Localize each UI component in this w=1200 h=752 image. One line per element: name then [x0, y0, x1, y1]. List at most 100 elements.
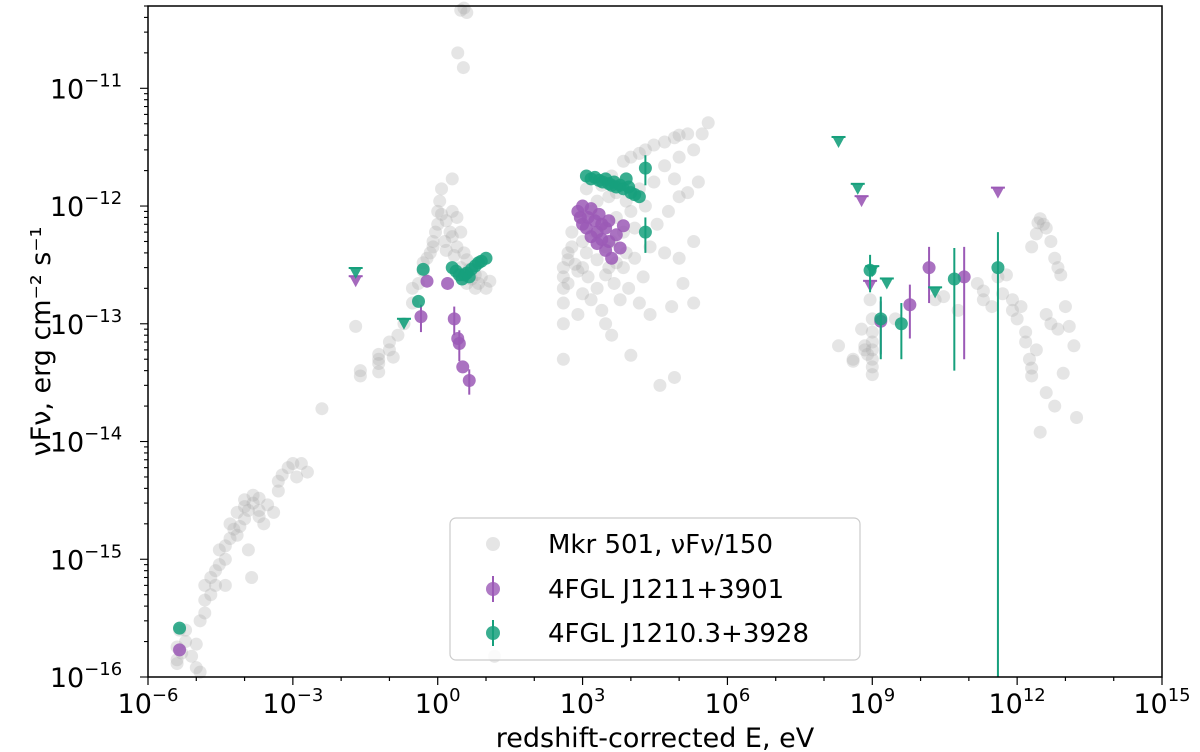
mkr501-point [451, 46, 465, 60]
mkr501-point [212, 558, 226, 572]
j1211-point [452, 336, 466, 350]
mkr501-point [846, 352, 860, 366]
j1210-upper-limit [866, 266, 879, 278]
legend-label-j1211: 4FGL J1211+3901 [548, 575, 784, 605]
mkr501-point [996, 287, 1010, 301]
mkr501-point [599, 268, 613, 282]
mkr501-point [1019, 335, 1033, 349]
mkr501-point [556, 296, 570, 310]
j1211-point [613, 241, 627, 255]
mkr501-point [445, 204, 459, 218]
mkr501-point [865, 352, 879, 366]
mkr501-point [198, 593, 212, 607]
mkr501-point [1033, 425, 1047, 439]
mkr501-point [590, 281, 604, 295]
j1211-point [957, 270, 971, 284]
mkr501-point [170, 657, 184, 671]
j1210-point [632, 190, 646, 204]
mkr501-point [636, 270, 650, 284]
mkr501-point [443, 225, 457, 239]
mkr501-point [1025, 369, 1039, 383]
mkr501-point [556, 281, 570, 295]
mkr501-point [1058, 300, 1072, 314]
mkr501-point [209, 578, 223, 592]
legend-box [449, 517, 861, 661]
legend-item-j1211: 4FGL J1211+3901 [486, 575, 784, 605]
y-tick-label: 10−13 [50, 306, 122, 341]
mkr501-point [479, 281, 493, 295]
mkr501-point [855, 322, 869, 336]
j1210-point [638, 225, 652, 239]
mkr501-point [252, 491, 266, 505]
mkr501-point [865, 343, 879, 357]
j1211-upper-limit [855, 196, 868, 208]
mkr501-point [643, 240, 657, 254]
mkr501-point [1025, 240, 1039, 254]
mkr501-point [658, 135, 672, 149]
mkr501-point [667, 172, 681, 186]
mkr501-point [438, 234, 452, 248]
mkr501-point [241, 503, 255, 517]
legend-marker-j1210 [486, 626, 500, 640]
mkr501-point [584, 293, 598, 307]
mkr501-point [661, 204, 675, 218]
x-tick-label: 10−3 [262, 685, 323, 720]
j1210-point [479, 251, 493, 265]
mkr501-point [315, 402, 329, 416]
mkr501-point [681, 186, 695, 200]
legend-item-mkr501: Mkr 501, νFν/150 [486, 530, 773, 560]
j1211-point [414, 310, 428, 324]
mkr501-point [1051, 261, 1065, 275]
j1210-point [416, 262, 430, 276]
mkr501-point [1005, 293, 1019, 307]
x-tick-label: 1015 [1133, 685, 1190, 720]
mkr501-point [405, 281, 419, 295]
j1211-point [420, 274, 434, 288]
mkr501-point [271, 474, 285, 488]
mkr501-point [624, 150, 638, 164]
mkr501-point [846, 354, 860, 368]
mkr501-point [454, 3, 468, 17]
j1211-point [605, 251, 619, 265]
mkr501-point [1036, 217, 1050, 231]
mkr501-point [1022, 352, 1036, 366]
mkr501-point [281, 461, 295, 475]
mkr501-point [1005, 303, 1019, 317]
j1210-upper-limit [349, 267, 362, 279]
mkr501-point [468, 281, 482, 295]
j1210-point [638, 161, 652, 175]
mkr501-point [638, 143, 652, 157]
mkr501-point [294, 457, 308, 471]
mkr501-point [687, 234, 701, 248]
mkr501-point [581, 270, 595, 284]
j1211-point [456, 360, 470, 374]
j1211-point [441, 276, 455, 290]
mkr501-point [628, 221, 642, 235]
y-tick-label: 10−16 [50, 659, 122, 694]
mkr501-point [650, 217, 664, 231]
mkr501-point [275, 468, 289, 482]
mkr501-point [483, 274, 497, 288]
mkr501-point [245, 570, 259, 584]
mkr501-point [439, 214, 453, 228]
mkr501-point [681, 127, 695, 141]
mkr501-point [445, 230, 459, 244]
mkr501-point [391, 328, 405, 342]
y-axis-ticks: 10−16 10−15 10−14 10−13 10−12 10−11 [50, 5, 148, 694]
j1210-point [874, 312, 888, 326]
mkr501-point [1039, 307, 1053, 321]
x-tick-label: 106 [705, 685, 751, 720]
y-tick-label: 10−12 [50, 188, 122, 223]
mkr501-point [372, 365, 386, 379]
mkr501-point [426, 234, 440, 248]
mkr501-point [863, 293, 877, 307]
mkr501-point [691, 175, 705, 189]
mkr501-point [928, 293, 942, 307]
mkr501-point [1014, 300, 1028, 314]
mkr501-point [450, 210, 464, 224]
mkr501-point [1025, 361, 1039, 375]
j1211-point [609, 228, 623, 242]
mkr501-point [290, 470, 304, 484]
y-tick-label: 10−11 [50, 70, 122, 105]
j1211-point [447, 312, 461, 326]
